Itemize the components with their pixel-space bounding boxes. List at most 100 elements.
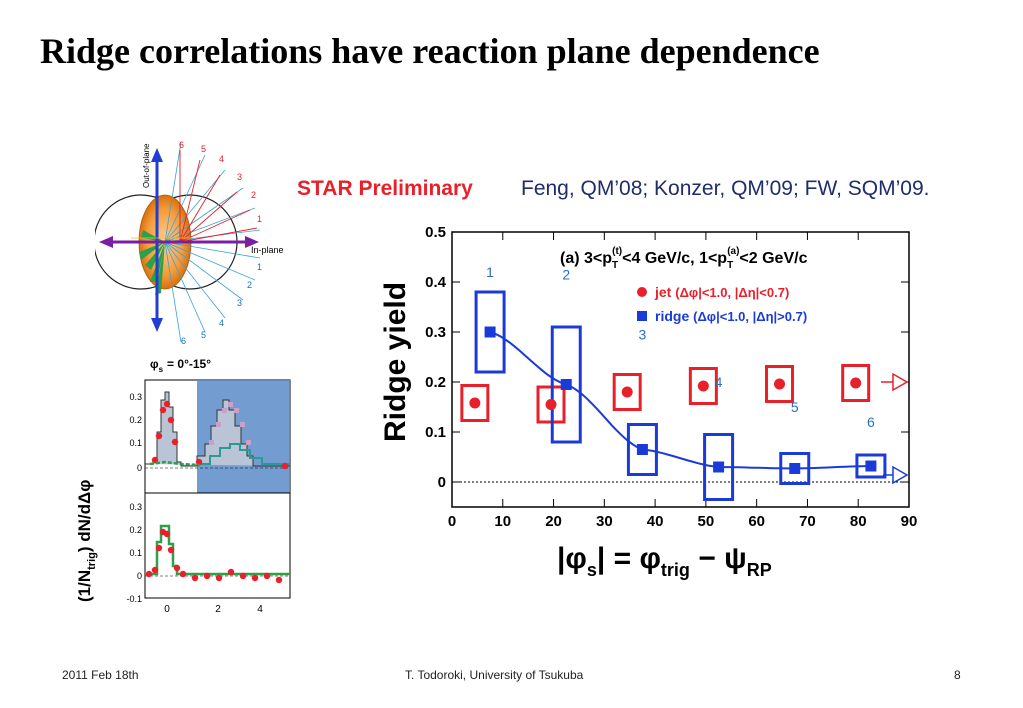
top-data-point [195, 458, 203, 466]
top-data-point [155, 432, 163, 440]
ridge-error-box [550, 325, 582, 444]
jet-error-box [460, 384, 490, 422]
top-away-point [240, 422, 245, 427]
x-tick-label: 70 [799, 513, 816, 530]
top-yticks: 0.3 0.2 0.1 0 [129, 392, 142, 473]
top-flow-histogram [197, 443, 290, 465]
y-tick-labels: 0.5 0.4 0.3 0.2 0.1 0 [425, 224, 447, 491]
bin-number-label: 4 [715, 374, 723, 390]
bottom-data-point [275, 576, 283, 584]
ridge-point [789, 463, 801, 474]
bin-number-label: 6 [867, 414, 875, 430]
legend: jet (Δφ|<1.0, |Δη|<0.7) ridge (Δφ|<1.0, … [637, 284, 807, 324]
upper-bin-number: 1 [257, 214, 262, 224]
bottom-data-point [215, 574, 223, 582]
lower-bin-number: 5 [201, 330, 206, 340]
bottom-ytick: 0 [137, 571, 142, 581]
x-tick-label: 80 [850, 513, 867, 530]
in-plane-arrow-left [99, 236, 113, 248]
y-tick-label: 0 [438, 474, 446, 491]
bottom-ytick: 0.2 [129, 525, 142, 535]
lower-bin-number: 1 [257, 262, 262, 272]
panel-label: (a) 3<pT(t)<4 GeV/c, 1<pT(a)<2 GeV/c [560, 246, 808, 271]
bottom-data-point [251, 574, 259, 582]
out-of-plane-label: Out-of-plane [142, 143, 151, 188]
jet-point [545, 399, 557, 410]
ridge-point [865, 460, 877, 472]
ridge-point [560, 379, 572, 390]
x-tick-label: 0 [448, 513, 456, 530]
legend-ridge-marker [637, 311, 647, 321]
jet-point [697, 380, 709, 392]
bin-number-label: 1 [486, 264, 494, 280]
page-number: 8 [954, 668, 961, 682]
ridge-points [484, 326, 877, 474]
top-away-points [209, 402, 251, 445]
top-ytick: 0.3 [129, 392, 142, 402]
x-tick-label: 60 [748, 513, 765, 530]
ridge-point [484, 326, 496, 338]
ridge-error-box [474, 290, 506, 374]
bin-number-labels: 1 2 3 4 5 6 [486, 264, 875, 430]
small-xtick: 4 [257, 604, 263, 615]
phi-s-range-label: φs = 0°-15° [150, 357, 211, 374]
upper-bin-numbers: 6 5 4 3 2 1 [179, 140, 262, 224]
bottom-data-point [155, 544, 163, 552]
ridge-arrow-head [892, 465, 909, 485]
top-data-point [167, 416, 175, 424]
top-ytick: 0 [137, 463, 142, 473]
bottom-data-point [191, 574, 199, 582]
top-data-point [151, 456, 159, 464]
top-away-point [246, 440, 251, 445]
small-xtick: 2 [215, 604, 221, 615]
footer-author: T. Todoroki, University of Tsukuba [405, 668, 584, 682]
y-axis-label: Ridge yield [379, 282, 412, 442]
top-data-point [163, 400, 171, 408]
out-of-plane-arrow-up [151, 148, 163, 162]
lower-bin-number: 2 [247, 280, 252, 290]
reaction-plane-diagram: Out-of-plane In-plane 6 5 4 3 2 1 1 2 3 … [93, 100, 305, 350]
bin-number-label: 5 [791, 399, 799, 415]
bin-number-label: 2 [562, 267, 570, 283]
bottom-data-point [239, 572, 247, 580]
top-away-point [222, 408, 227, 413]
jet-error-box [765, 365, 795, 403]
top-away-point [216, 422, 221, 427]
top-red-points [151, 400, 289, 470]
x-tick-label: 20 [545, 513, 562, 530]
lower-bin-number: 4 [219, 318, 224, 328]
small-xtick: 0 [164, 604, 170, 615]
bottom-data-point [203, 572, 211, 580]
small-xticks: 0 2 4 [164, 604, 263, 615]
bottom-ytick: 0.1 [129, 548, 142, 558]
jet-point [469, 397, 481, 409]
x-tick-label: 10 [494, 513, 511, 530]
top-data-point [171, 438, 179, 446]
jet-points [469, 377, 862, 410]
x-tick-label: 90 [901, 513, 918, 530]
lower-bin-number: 3 [237, 298, 242, 308]
x-tick-label: 50 [698, 513, 715, 530]
ridge-fit-curve [489, 331, 871, 470]
y-tick-label: 0.4 [425, 274, 447, 291]
star-preliminary-label: STAR Preliminary [297, 177, 473, 200]
bin-number-label: 3 [639, 327, 647, 343]
jet-arrow-head [892, 372, 909, 392]
bottom-red-points [145, 528, 283, 584]
correlation-function-panels: φs = 0°-15° (1/Ntrig) dN/dΔφ 0.3 0.2 0.1 … [70, 352, 300, 622]
jet-error-box [688, 367, 718, 405]
bottom-data-point [163, 530, 171, 538]
bottom-data-point [263, 572, 271, 580]
upper-bin-number: 2 [251, 190, 256, 200]
x-axis-label: |φs| = φtrig − ψRP [557, 542, 772, 580]
legend-jet-marker [637, 287, 647, 297]
ridge-error-box [626, 423, 658, 476]
bottom-data-point [227, 568, 235, 576]
lower-bin-number: 6 [181, 336, 186, 346]
jet-error-box [612, 373, 642, 411]
plot-frame [451, 231, 910, 508]
legend-ridge-label: ridge (Δφ|<1.0, |Δη|>0.7) [655, 308, 807, 324]
bottom-data-point [151, 566, 159, 574]
jet-point [774, 378, 786, 390]
upper-bin-number: 4 [219, 154, 224, 164]
